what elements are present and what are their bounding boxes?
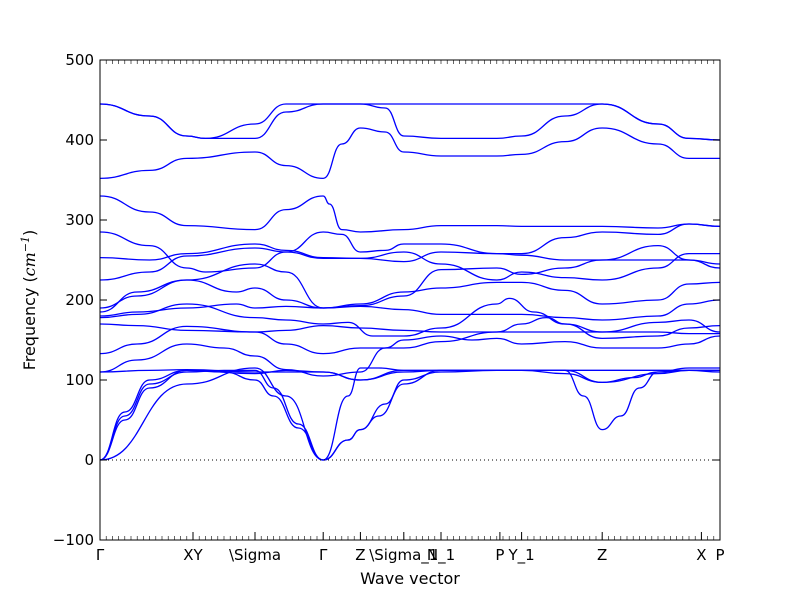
dispersion-branch-17 (99, 367, 720, 461)
x-tick-label: Γ (96, 546, 105, 564)
y-axis: −100 0 100 200 300 400 500 (53, 51, 720, 549)
y-tick-label: 500 (65, 51, 94, 69)
dispersion-branch-6 (99, 243, 721, 269)
x-tick-label: \Sigma_1 (369, 546, 438, 565)
dispersion-branch-12 (99, 323, 720, 335)
x-tick-label: N_1 (427, 546, 455, 565)
y-tick-label: 0 (84, 451, 94, 469)
y-axis-label-exponent: −1 (19, 236, 32, 252)
y-axis-label-suffix: ) (20, 230, 39, 236)
x-tick-label: Y_1 (507, 546, 534, 565)
y-tick-label: 400 (65, 131, 94, 149)
dispersion-branch-4 (99, 195, 721, 233)
x-tick-label: Γ (319, 546, 328, 564)
x-tick-label: \Sigma (229, 546, 281, 564)
dispersion-branch-5 (99, 223, 721, 273)
x-tick-label: XY (183, 546, 203, 564)
dispersion-branch-9 (99, 279, 721, 313)
dispersion-branch-14 (99, 335, 721, 377)
y-axis-label: Frequency (cm−1) (19, 230, 39, 371)
dispersion-branch-10 (99, 299, 721, 321)
x-axis: Γ XY \Sigma Γ Z \Sigma_1N_1 P Y_1 Z X P (96, 532, 725, 565)
dispersion-branch-7 (99, 247, 720, 281)
dispersion-branch-13 (99, 316, 721, 355)
dispersion-branch-3 (99, 127, 720, 180)
y-axis-label-unit: cm (20, 252, 39, 276)
x-axis-label: Wave vector (360, 569, 460, 588)
x-tick-label: P (715, 546, 724, 564)
y-tick-label: −100 (53, 531, 94, 549)
y-tick-label: 300 (65, 211, 94, 229)
x-tick-label: Z (597, 546, 607, 564)
y-tick-label: 100 (65, 371, 94, 389)
dispersion-branch-19 (99, 367, 720, 461)
y-axis-label-prefix: Frequency ( (20, 276, 39, 370)
x-tick-label: P (495, 546, 504, 564)
x-tick-label: X (696, 546, 706, 564)
x-tick-label: Z (355, 546, 365, 564)
dispersion-branch-2 (99, 103, 721, 141)
series-layer (99, 103, 721, 461)
y-tick-label: 200 (65, 291, 94, 309)
